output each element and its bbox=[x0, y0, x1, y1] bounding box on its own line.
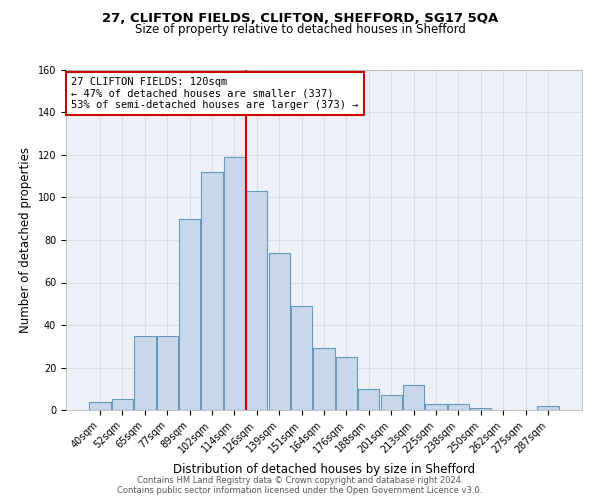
Bar bbox=[448, 404, 469, 410]
Bar bbox=[269, 252, 290, 410]
Bar bbox=[157, 336, 178, 410]
Bar bbox=[224, 157, 245, 410]
Text: 27, CLIFTON FIELDS, CLIFTON, SHEFFORD, SG17 5QA: 27, CLIFTON FIELDS, CLIFTON, SHEFFORD, S… bbox=[102, 12, 498, 26]
Y-axis label: Number of detached properties: Number of detached properties bbox=[19, 147, 32, 333]
Bar bbox=[537, 406, 559, 410]
Bar bbox=[313, 348, 335, 410]
Text: Contains HM Land Registry data © Crown copyright and database right 2024.: Contains HM Land Registry data © Crown c… bbox=[137, 476, 463, 485]
Bar bbox=[246, 191, 268, 410]
X-axis label: Distribution of detached houses by size in Shefford: Distribution of detached houses by size … bbox=[173, 463, 475, 476]
Bar bbox=[425, 404, 446, 410]
Bar bbox=[179, 219, 200, 410]
Bar bbox=[291, 306, 312, 410]
Text: Contains public sector information licensed under the Open Government Licence v3: Contains public sector information licen… bbox=[118, 486, 482, 495]
Text: 27 CLIFTON FIELDS: 120sqm
← 47% of detached houses are smaller (337)
53% of semi: 27 CLIFTON FIELDS: 120sqm ← 47% of detac… bbox=[71, 77, 359, 110]
Bar bbox=[358, 389, 379, 410]
Bar bbox=[202, 172, 223, 410]
Bar bbox=[336, 357, 357, 410]
Text: Size of property relative to detached houses in Shefford: Size of property relative to detached ho… bbox=[134, 22, 466, 36]
Bar bbox=[112, 400, 133, 410]
Bar bbox=[403, 384, 424, 410]
Bar bbox=[89, 402, 111, 410]
Bar bbox=[380, 395, 402, 410]
Bar bbox=[134, 336, 155, 410]
Bar bbox=[470, 408, 491, 410]
